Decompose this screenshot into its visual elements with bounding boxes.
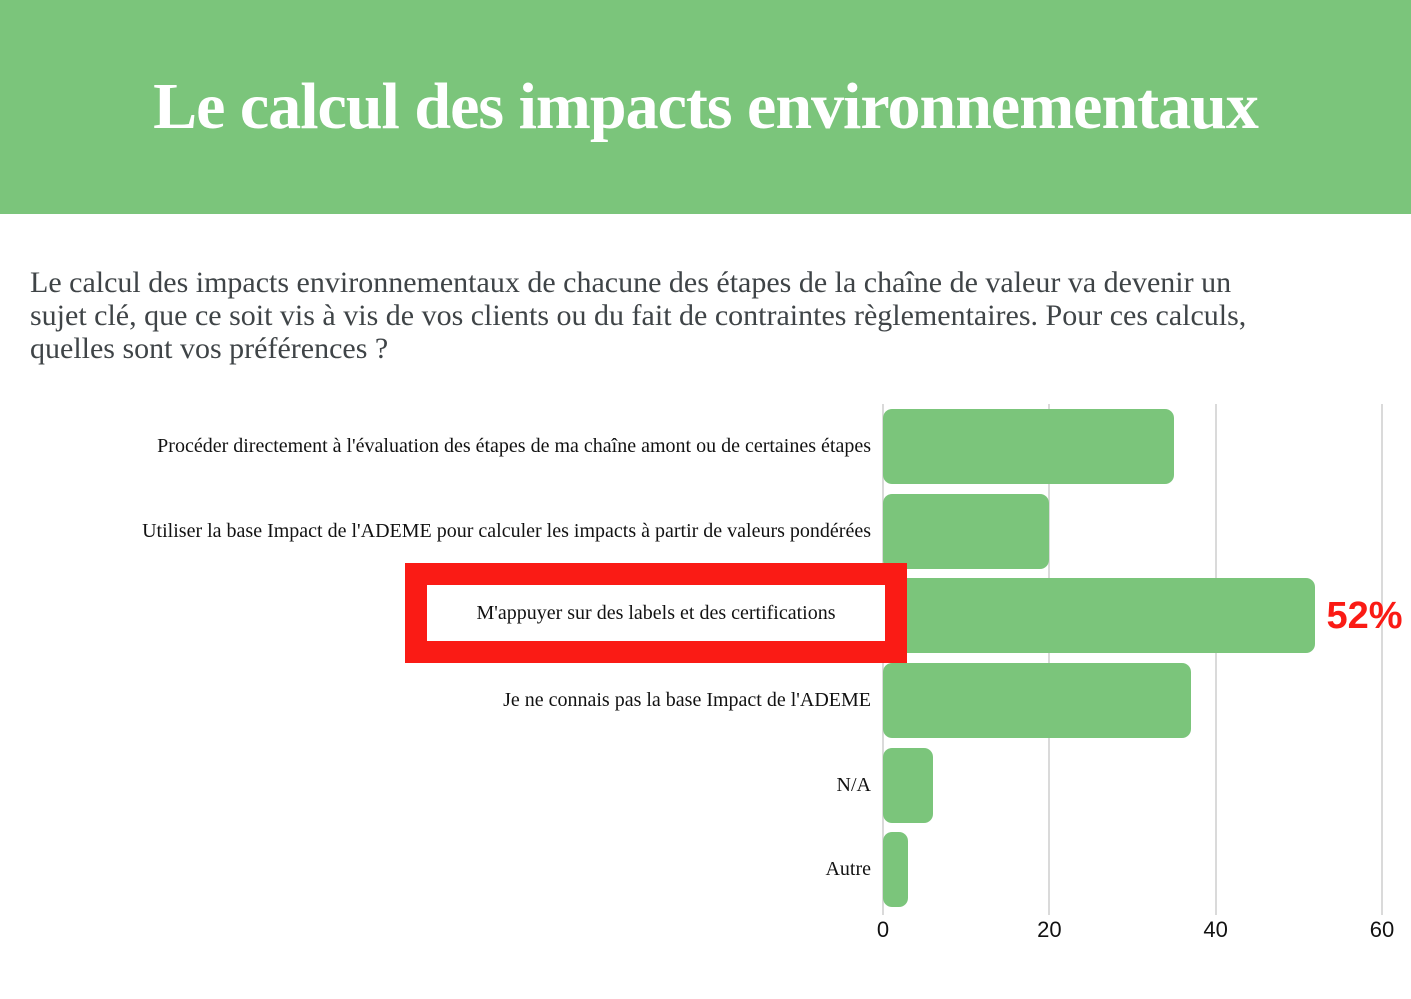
bar	[883, 832, 908, 908]
bar	[883, 408, 1175, 484]
intro-text: Le calcul des impacts environnementaux d…	[30, 266, 1247, 365]
page-title: Le calcul des impacts environnementaux	[153, 70, 1259, 143]
bar-track: 52%	[883, 573, 1411, 658]
bar-label: N/A	[836, 773, 871, 796]
header-banner: Le calcul des impacts environnementaux	[0, 0, 1411, 214]
bar-track	[883, 827, 1411, 912]
chart-row: Utiliser la base Impact de l'ADEME pour …	[0, 489, 1411, 574]
bar-label: Procéder directement à l'évaluation des …	[157, 434, 871, 457]
highlight-box: M'appuyer sur des labels et des certific…	[405, 563, 907, 663]
bar	[883, 493, 1050, 569]
bar-label: Autre	[825, 858, 871, 881]
x-tick-label: 60	[1369, 917, 1395, 942]
highlight-label: M'appuyer sur des labels et des certific…	[476, 601, 836, 624]
bar	[883, 578, 1316, 654]
bar-chart: Procéder directement à l'évaluation des …	[0, 400, 1411, 980]
chart-row: Je ne connais pas la base Impact de l'AD…	[0, 658, 1411, 743]
x-tick-label: 20	[1037, 917, 1062, 942]
bar	[883, 747, 933, 823]
gridline	[1381, 404, 1383, 915]
x-tick-label: 0	[876, 917, 890, 942]
chart-row: Autre	[0, 827, 1411, 912]
chart-row: N/A	[0, 743, 1411, 828]
gridline	[1214, 404, 1217, 915]
bar-label: Je ne connais pas la base Impact de l'AD…	[503, 688, 871, 711]
gridline	[1048, 404, 1051, 915]
bar-track	[883, 489, 1411, 574]
bar-track	[883, 658, 1411, 743]
value-annotation: 52%	[1326, 594, 1403, 637]
x-axis: 0 20 40 60	[0, 400, 1411, 980]
bar-track	[883, 404, 1411, 489]
chart-row: Procéder directement à l'évaluation des …	[0, 404, 1411, 489]
chart-rows: Procéder directement à l'évaluation des …	[0, 404, 1411, 912]
chart-row: 52%	[0, 573, 1411, 658]
x-tick-label: 40	[1203, 917, 1228, 942]
bar-label: Utiliser la base Impact de l'ADEME pour …	[142, 519, 871, 542]
bar	[883, 662, 1191, 738]
bar-track	[883, 743, 1411, 828]
